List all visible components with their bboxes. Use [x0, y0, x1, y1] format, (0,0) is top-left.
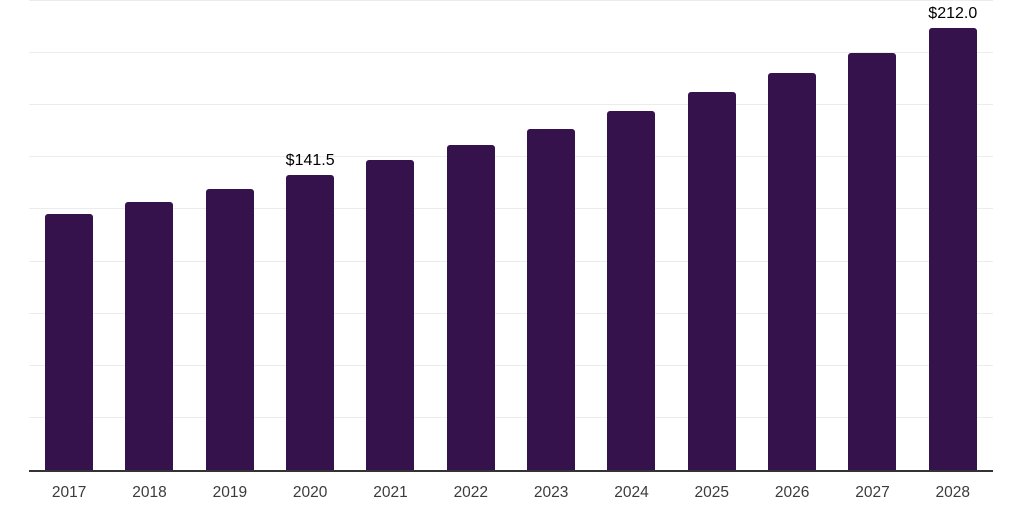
x-tick-2025: 2025 — [694, 484, 730, 501]
bars-container: $141.5 $212.0 — [29, 1, 993, 470]
gridline-100 — [29, 260, 993, 262]
bar-group-2025 — [672, 1, 752, 470]
bar-2018 — [125, 201, 174, 470]
bar-2026 — [768, 73, 817, 470]
bar-group-2023 — [511, 1, 591, 470]
plot-area: $141.5 $212.0 — [29, 0, 993, 472]
bar-group-2018 — [109, 1, 189, 470]
x-tick-2021: 2021 — [373, 484, 408, 501]
x-tick-2018: 2018 — [132, 484, 167, 501]
bar-2020 — [286, 175, 335, 470]
bar-2023 — [527, 129, 576, 470]
gridline-225 — [29, 0, 993, 1]
bar-group-2024 — [591, 1, 671, 470]
bar-group-2022 — [431, 1, 511, 470]
x-tick-2027: 2027 — [855, 484, 890, 501]
bar-group-2026 — [752, 1, 832, 470]
x-tick-2017: 2017 — [51, 484, 87, 501]
gridline-75 — [29, 312, 993, 314]
gridline-175 — [29, 104, 993, 106]
bar-2021 — [366, 159, 415, 470]
bar-2022 — [446, 144, 495, 470]
bar-value-label-2028: $212.0 — [928, 5, 978, 23]
bar-group-2019 — [190, 1, 270, 470]
bar-group-2027 — [832, 1, 912, 470]
bar-group-2021 — [350, 1, 430, 470]
bar-2017 — [45, 213, 94, 470]
bar-value-label-2020: $141.5 — [285, 152, 335, 170]
bar-group-2028: $212.0 — [913, 1, 993, 470]
bar-2024 — [607, 111, 656, 470]
gridline-50 — [29, 364, 993, 366]
bar-group-2020: $141.5 — [270, 1, 350, 470]
gridline-125 — [29, 208, 993, 210]
bar-2019 — [205, 189, 254, 470]
gridline-200 — [29, 52, 993, 54]
bar-group-2017 — [29, 1, 109, 470]
bar-2025 — [687, 92, 736, 470]
x-tick-2024: 2024 — [614, 484, 649, 501]
x-tick-2020: 2020 — [292, 484, 328, 501]
gridline-150 — [29, 156, 993, 158]
gridline-25 — [29, 416, 993, 418]
bar-2028 — [928, 28, 977, 470]
x-axis-labels: 2017 2018 2019 2020 2021 2022 2023 2024 2025 2026… — [29, 484, 993, 503]
x-tick-2022: 2022 — [453, 484, 489, 501]
bar-2027 — [848, 52, 897, 470]
x-tick-2019: 2019 — [212, 484, 248, 501]
x-tick-2023: 2023 — [533, 484, 569, 501]
x-tick-2026: 2026 — [774, 484, 810, 501]
x-tick-2028: 2028 — [935, 484, 971, 501]
